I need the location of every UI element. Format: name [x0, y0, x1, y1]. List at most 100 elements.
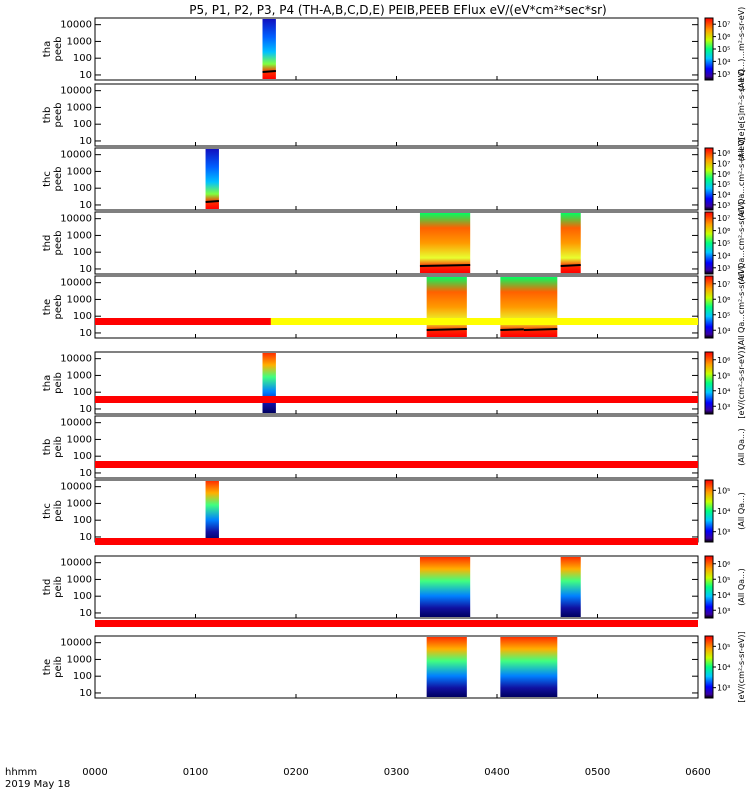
colorbar-tick-label: 10⁵	[717, 239, 730, 248]
colorbar	[704, 275, 714, 339]
colorbar-label: (All Qa...)	[737, 568, 746, 606]
y-tick-label: 10000	[60, 482, 92, 493]
y-tick-label: 1000	[67, 166, 92, 177]
panel-thb_peeb: 10 100 1000 10000 thbpeeb (All Q[e]e[s]m²-s-s…	[42, 69, 746, 162]
x-tick-label: 0400	[484, 767, 509, 778]
time-format-label: hhmm	[5, 767, 37, 778]
quality-flag-bar	[95, 620, 698, 627]
colorbar-tick-label: 10⁶	[717, 356, 730, 365]
y-tick-label: 1000	[67, 574, 92, 585]
panel-thb_peib: 10 100 1000 10000 thbpeib (All Qa...)	[42, 415, 746, 479]
y-tick-label: 10	[79, 136, 92, 147]
colorbar-tick-label: 10³	[717, 402, 730, 411]
panel-frame	[94, 415, 699, 479]
y-tick-label: 10000	[60, 638, 92, 649]
colorbar-label: (All Q[e]e[s]m²-s-sr-eV)	[737, 69, 746, 162]
spectrogram-burst	[419, 213, 471, 273]
colorbar-tick-label: 10⁶	[717, 295, 730, 304]
spectrogram-burst	[205, 149, 219, 209]
y-tick-label: 10	[79, 264, 92, 275]
date-label: 2019 May 18	[5, 779, 70, 790]
colorbar-tick-label: 10⁴	[717, 57, 730, 66]
colorbar-tick-label: 10⁷	[717, 214, 730, 223]
quality-flag-bar	[95, 318, 271, 325]
spacecraft-potential-line	[560, 264, 581, 267]
panel-ylabel: thdpeeb	[42, 231, 64, 256]
y-tick-label: 10000	[60, 278, 92, 289]
colorbar	[704, 351, 714, 415]
y-tick-label: 100	[73, 53, 92, 64]
panel-frame	[94, 17, 699, 81]
colorbar	[704, 635, 714, 699]
spectrogram-burst	[523, 637, 558, 697]
colorbar-tick-label: 10⁴	[717, 387, 730, 396]
colorbar-label: (All Q...)...m²-s-sr-eV)	[737, 7, 746, 92]
spectrogram-burst	[205, 481, 219, 541]
colorbar-tick-label: 10³	[717, 606, 730, 615]
y-tick-label: 1000	[67, 434, 92, 445]
colorbar-tick-label: 10⁵	[717, 371, 730, 380]
spacecraft-potential-line	[419, 264, 471, 267]
colorbar-label: (All Qa...cm²-s-sr-eV)	[737, 265, 746, 348]
panel-thc_peeb: 10100100010000thcpeeb10³10⁴10⁵10⁶10⁷10⁸(…	[42, 137, 746, 220]
panel-ylabel: thcpeib	[42, 500, 64, 522]
x-tick-label: 0600	[685, 767, 710, 778]
spacecraft-potential-line	[262, 70, 276, 73]
y-tick-label: 10000	[60, 214, 92, 225]
colorbar-tick-label: 10⁴	[717, 591, 730, 600]
colorbar-label: [eV/(cm²-s-sr-eV)]	[737, 347, 746, 418]
y-tick-label: 100	[73, 591, 92, 602]
y-tick-label: 10	[79, 532, 92, 543]
colorbar-tick-label: 10⁴	[717, 251, 730, 260]
y-tick-label: 100	[73, 311, 92, 322]
spectrogram-burst	[523, 277, 558, 337]
colorbar-tick-label: 10⁵	[717, 642, 730, 651]
panel-frame	[94, 555, 699, 619]
colorbar-tick-label: 10⁷	[717, 20, 730, 29]
y-tick-label: 1000	[67, 370, 92, 381]
colorbar-label: (All Qa...cm²-s-sr-eV)	[737, 137, 746, 220]
y-tick-label: 10	[79, 328, 92, 339]
x-tick-label: 0200	[283, 767, 308, 778]
colorbar	[704, 17, 714, 81]
y-tick-label: 10	[79, 688, 92, 699]
colorbar-tick-label: 10³	[717, 70, 730, 79]
spectrogram-burst	[262, 353, 276, 413]
y-tick-label: 1000	[67, 654, 92, 665]
panel-ylabel: thbpeib	[42, 436, 64, 458]
spectrogram-burst	[426, 637, 467, 697]
y-tick-label: 10000	[60, 150, 92, 161]
panel-thd_peeb: 10 100 1000 10000 thdpeeb 10³ 10⁴ 10⁵ 10⁶ 10⁷ (All…	[42, 201, 746, 284]
panel-frame	[94, 635, 699, 699]
colorbar-label: (All Qa...cm²-s-sr-eV)	[737, 201, 746, 284]
colorbar-tick-label: 10⁶	[717, 227, 730, 236]
colorbar-label: (All Qa...)	[737, 428, 746, 466]
y-tick-label: 10000	[60, 418, 92, 429]
colorbar-tick-label: 10⁶	[717, 33, 730, 42]
colorbar-tick-label: 10³	[717, 528, 730, 537]
y-tick-label: 100	[73, 119, 92, 130]
spectrogram-burst	[426, 277, 467, 337]
spacecraft-potential-line	[523, 328, 558, 331]
panel-frame	[94, 479, 699, 543]
panel-thd_peib: 10 100 1000 10000 thdpeib 10³ 10⁴ 10⁵ 10⁶ (All Qa…	[42, 555, 746, 619]
colorbar-tick-label: 10⁷	[717, 280, 730, 289]
y-tick-label: 10000	[60, 86, 92, 97]
colorbar-tick-label: 10³	[717, 684, 730, 693]
y-tick-label: 1000	[67, 102, 92, 113]
panel-frame	[94, 83, 699, 147]
quality-flag-bar	[270, 318, 698, 325]
colorbar-tick-label: 10⁵	[717, 45, 730, 54]
spectrogram-burst	[560, 557, 581, 617]
panel-the_peib: 10 100 1000 10000 thepeib 10³ 10⁴ 10⁵ [eV/(cm²-s…	[42, 631, 746, 702]
y-tick-label: 1000	[67, 36, 92, 47]
colorbar	[704, 479, 714, 543]
x-tick-label: 0500	[585, 767, 610, 778]
figure-title: P5, P1, P2, P3, P4 (TH-A,B,C,D,E) PEIB,P…	[189, 3, 606, 17]
panel-ylabel: thapeeb	[42, 37, 64, 62]
colorbar-tick-label: 10⁵	[717, 575, 730, 584]
colorbar-label: [eV/(cm²-s-sr-eV)]	[737, 631, 746, 702]
y-tick-label: 10000	[60, 20, 92, 31]
